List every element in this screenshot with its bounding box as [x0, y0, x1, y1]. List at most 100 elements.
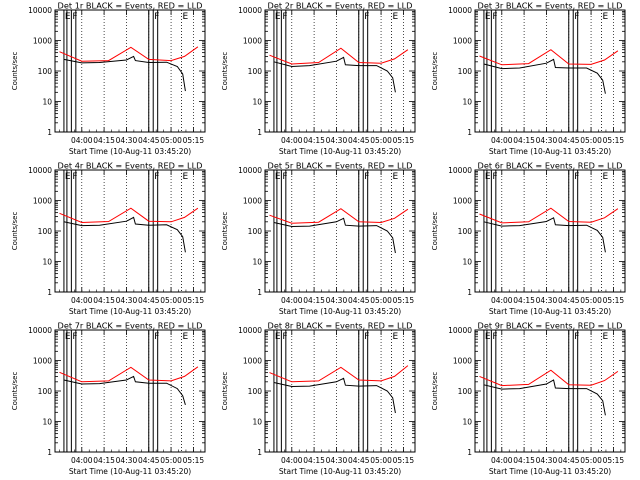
series-line-events — [273, 56, 396, 93]
x-tick-label: 04:45 — [348, 136, 370, 145]
event-marker-label: F — [282, 332, 287, 342]
y-tick-label: 1 — [47, 128, 52, 137]
event-marker-label: E — [485, 172, 491, 182]
y-tick-label: 100 — [248, 387, 263, 396]
y-tick-label: 10 — [252, 258, 262, 267]
x-tick-label: 04:45 — [348, 456, 370, 465]
x-tick-label: 04:15 — [513, 456, 535, 465]
event-marker-label: E — [182, 12, 188, 22]
panel-title: Det 9r BLACK = Events, RED = LLD — [478, 321, 623, 331]
y-axis-label: Counts/sec — [431, 372, 439, 411]
event-marker-label: F — [72, 12, 77, 22]
event-marker-label: E — [65, 12, 71, 22]
x-tick-label: 05:00 — [580, 456, 602, 465]
event-marker-label: F — [154, 12, 159, 22]
y-tick-label: 1 — [467, 288, 472, 297]
series-line-events — [273, 377, 396, 414]
y-tick-label: 1 — [257, 128, 262, 137]
y-tick-label: 1 — [47, 288, 52, 297]
panel-det-9: Det 9r BLACK = Events, RED = LLD Counts/s… — [431, 321, 626, 476]
event-marker-label: F — [282, 12, 287, 22]
event-marker-label: F — [72, 332, 77, 342]
series-line-lld — [269, 365, 409, 383]
x-tick-label: 05:15 — [393, 296, 415, 305]
y-tick-label: 10000 — [448, 166, 472, 175]
panel-det-1: Det 1r BLACK = Events, RED = LLD Counts/s… — [11, 1, 206, 156]
panel-title: Det 2r BLACK = Events, RED = LLD — [268, 1, 413, 11]
x-tick-label: 04:15 — [303, 296, 325, 305]
x-axis-label: Start Time (10-Aug-11 03:45:20) — [69, 307, 191, 316]
plot-frame — [54, 169, 206, 293]
event-marker-label: F — [492, 332, 497, 342]
x-tick-label: 04:00 — [71, 456, 93, 465]
series-line-lld — [269, 208, 409, 224]
y-tick-label: 1 — [467, 448, 472, 457]
event-marker-label: F — [154, 332, 159, 342]
plot-frame — [474, 169, 626, 293]
y-axis-label: Counts/sec — [11, 372, 19, 411]
x-axis-label: Start Time (10-Aug-11 03:45:20) — [489, 307, 611, 316]
x-tick-label: 04:30 — [116, 136, 138, 145]
y-tick-label: 10 — [462, 98, 472, 107]
y-tick-label: 1000 — [33, 197, 52, 206]
event-marker-label: E — [392, 12, 398, 22]
panel-det-3: Det 3r BLACK = Events, RED = LLD Counts/s… — [431, 1, 626, 156]
plot-frame — [474, 329, 626, 453]
series-line-lld — [479, 369, 619, 387]
y-tick-label: 1 — [257, 288, 262, 297]
plot-frame — [264, 329, 416, 453]
event-marker-label: E — [485, 12, 491, 22]
x-tick-label: 05:00 — [580, 296, 602, 305]
y-axis-label: Counts/sec — [11, 212, 19, 251]
series-line-lld — [59, 46, 199, 62]
y-tick-label: 100 — [248, 67, 263, 76]
y-axis-label: Counts/sec — [221, 212, 229, 251]
panel-title: Det 3r BLACK = Events, RED = LLD — [478, 1, 623, 11]
y-tick-label: 100 — [458, 387, 473, 396]
x-axis-label: Start Time (10-Aug-11 03:45:20) — [489, 467, 611, 476]
x-tick-label: 04:30 — [536, 136, 558, 145]
y-tick-label: 1000 — [243, 197, 262, 206]
y-tick-label: 10000 — [238, 326, 262, 335]
panel-det-6: Det 6r BLACK = Events, RED = LLD Counts/s… — [431, 161, 626, 316]
panel-title: Det 6r BLACK = Events, RED = LLD — [478, 161, 623, 171]
y-tick-label: 10000 — [28, 6, 52, 15]
x-tick-label: 04:00 — [491, 456, 513, 465]
x-tick-label: 05:15 — [393, 136, 415, 145]
x-axis-label: Start Time (10-Aug-11 03:45:20) — [279, 307, 401, 316]
y-tick-label: 100 — [248, 227, 263, 236]
x-tick-label: 05:15 — [183, 136, 205, 145]
series-line-lld — [59, 207, 199, 224]
x-tick-label: 05:15 — [603, 136, 625, 145]
panel-title: Det 7r BLACK = Events, RED = LLD — [58, 321, 203, 331]
event-marker-label: E — [602, 12, 608, 22]
x-tick-label: 04:30 — [326, 456, 348, 465]
y-tick-label: 1000 — [243, 357, 262, 366]
x-tick-label: 05:00 — [160, 296, 182, 305]
series-line-events — [63, 55, 186, 92]
y-tick-label: 10 — [42, 98, 52, 107]
x-tick-label: 04:45 — [348, 296, 370, 305]
series-line-lld — [269, 47, 409, 65]
event-marker-label: E — [182, 332, 188, 342]
panel-det-4: Det 4r BLACK = Events, RED = LLD Counts/s… — [11, 161, 206, 316]
x-tick-label: 04:45 — [138, 136, 160, 145]
y-tick-label: 1000 — [33, 357, 52, 366]
series-line-events — [273, 217, 396, 254]
x-tick-label: 05:00 — [370, 296, 392, 305]
x-axis-label: Start Time (10-Aug-11 03:45:20) — [279, 467, 401, 476]
x-tick-label: 04:15 — [513, 136, 535, 145]
event-marker-label: E — [275, 172, 281, 182]
event-marker-label: F — [364, 332, 369, 342]
panel-title: Det 4r BLACK = Events, RED = LLD — [58, 161, 203, 171]
event-marker-label: F — [574, 12, 579, 22]
x-tick-label: 05:00 — [370, 456, 392, 465]
x-tick-label: 04:45 — [558, 456, 580, 465]
y-tick-label: 100 — [458, 67, 473, 76]
panel-det-8: Det 8r BLACK = Events, RED = LLD Counts/s… — [221, 321, 416, 476]
event-marker-label: F — [492, 172, 497, 182]
panel-det-2: Det 2r BLACK = Events, RED = LLD Counts/s… — [221, 1, 416, 156]
x-tick-label: 04:30 — [536, 456, 558, 465]
y-axis-label: Counts/sec — [431, 212, 439, 251]
event-marker-label: F — [492, 12, 497, 22]
